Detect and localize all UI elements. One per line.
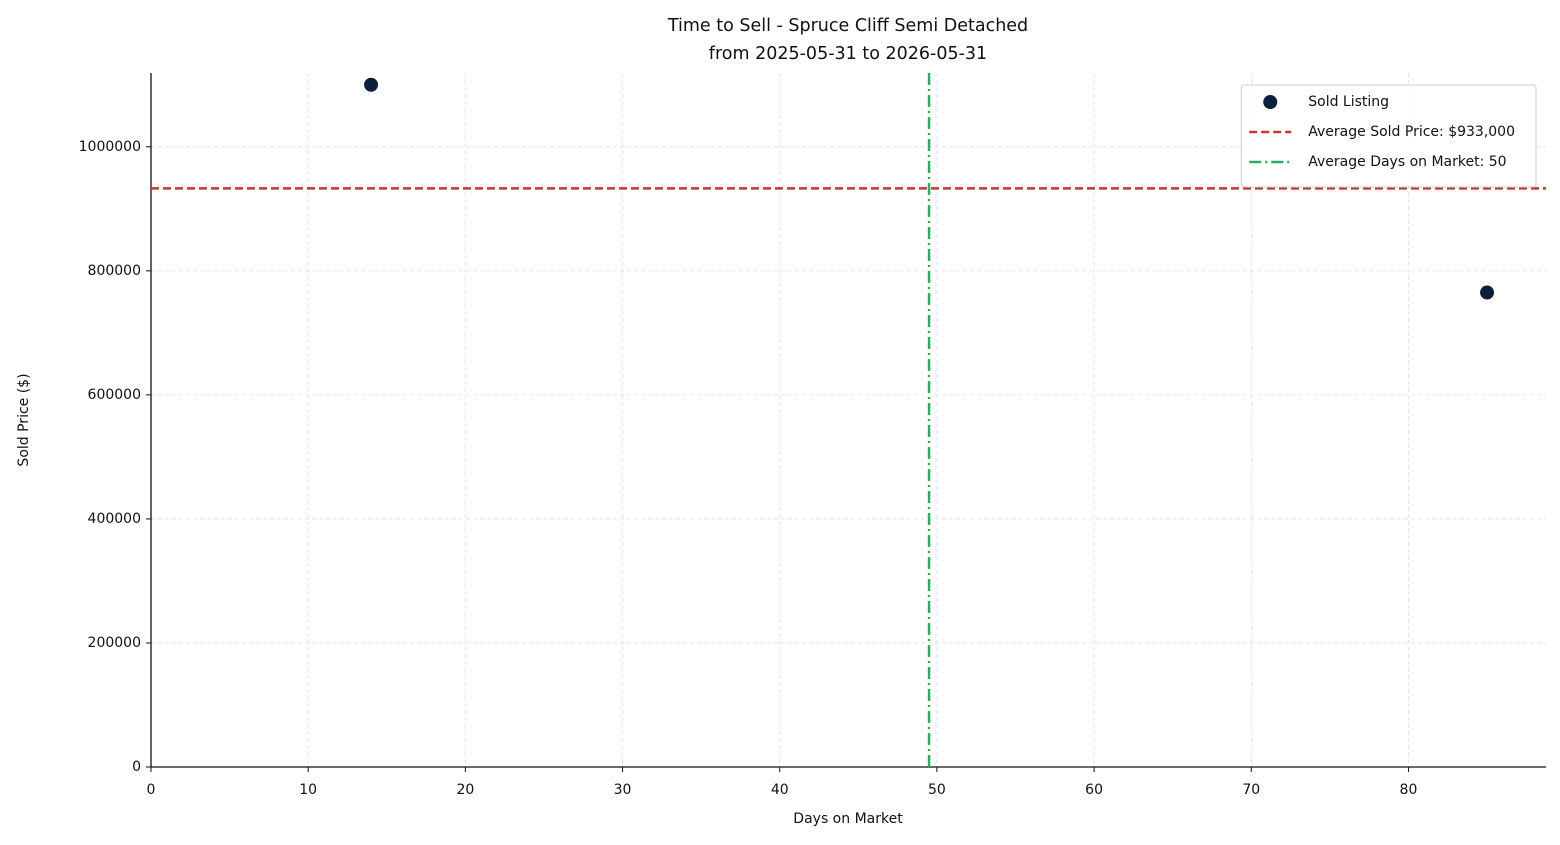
y-tick-label: 200000 <box>88 635 141 651</box>
x-tick-label: 60 <box>1085 782 1103 798</box>
y-tick-label: 800000 <box>88 263 141 279</box>
y-axis-label: Sold Price ($) <box>16 373 32 466</box>
legend-label: Average Days on Market: 50 <box>1308 154 1506 170</box>
y-tick-label: 1000000 <box>79 139 141 155</box>
point <box>1480 285 1495 300</box>
x-tick-label: 80 <box>1400 782 1418 798</box>
y-tick-label: 0 <box>132 759 141 775</box>
x-tick-label: 50 <box>928 782 946 798</box>
x-tick-label: 0 <box>147 782 156 798</box>
point <box>364 77 379 92</box>
legend-marker <box>1263 95 1278 109</box>
legend-label: Average Sold Price: $933,000 <box>1308 124 1515 140</box>
x-tick-label: 10 <box>299 782 317 798</box>
x-tick-label: 30 <box>614 782 632 798</box>
x-tick-label: 70 <box>1242 782 1260 798</box>
x-axis-label: Days on Market <box>793 811 903 827</box>
legend-box <box>1240 84 1537 188</box>
legend-label: Sold Listing <box>1308 94 1389 110</box>
y-tick-label: 600000 <box>88 387 141 403</box>
x-tick-label: 40 <box>771 782 789 798</box>
chart-subtitle: from 2025-05-31 to 2026-05-31 <box>709 44 987 64</box>
chart-title: Time to Sell - Spruce Cliff Semi Detache… <box>667 16 1028 36</box>
x-tick-label: 20 <box>456 782 474 798</box>
y-tick-label: 400000 <box>88 511 141 527</box>
